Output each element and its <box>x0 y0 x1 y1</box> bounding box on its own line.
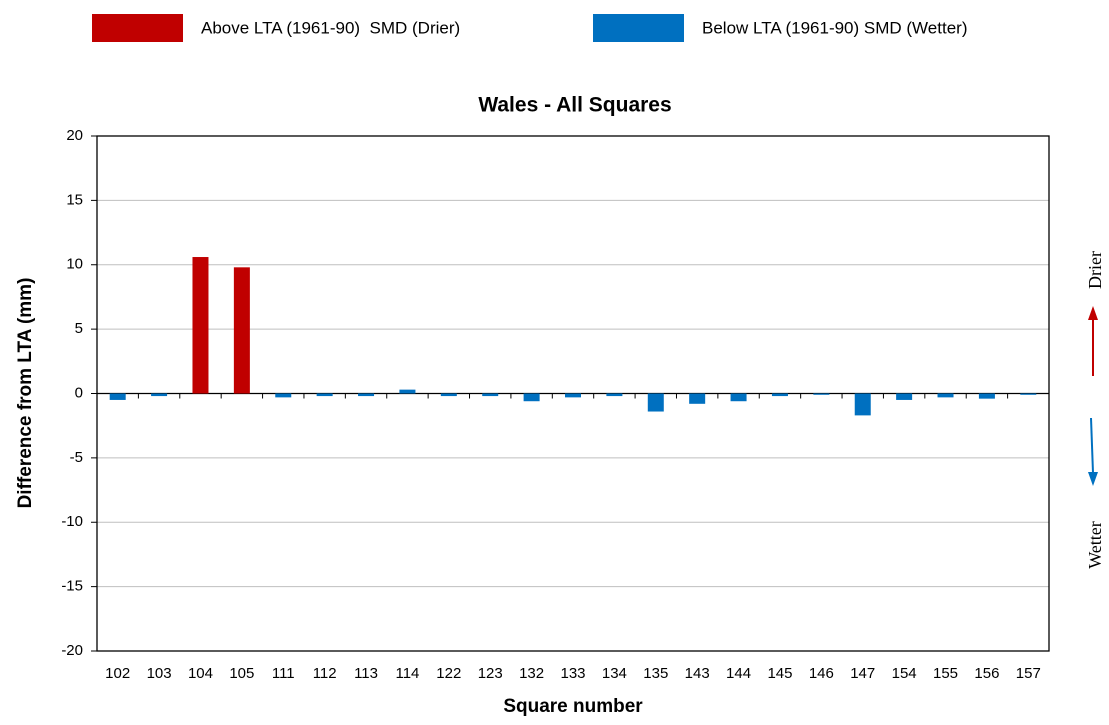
y-tick-label: -10 <box>61 513 83 530</box>
y-tick-label: 10 <box>66 256 83 273</box>
x-tick-label: 157 <box>1016 665 1041 682</box>
x-tick-label: 114 <box>395 665 419 682</box>
x-tick-label: 112 <box>313 665 337 682</box>
bar <box>192 257 209 394</box>
legend-swatch <box>92 14 183 42</box>
x-tick-label: 123 <box>478 665 503 682</box>
bar <box>440 393 457 397</box>
bar <box>606 393 623 397</box>
x-tick-label: 111 <box>272 665 295 682</box>
x-tick-label: 132 <box>519 665 544 682</box>
arrow-down <box>1090 417 1094 474</box>
x-tick-label: 135 <box>643 665 668 682</box>
x-tick-label: 145 <box>767 665 792 682</box>
y-tick-label: 20 <box>66 127 83 144</box>
bar <box>813 393 830 395</box>
legend-swatch <box>593 14 684 42</box>
x-tick-label: 105 <box>229 665 254 682</box>
x-tick-label: 147 <box>850 665 875 682</box>
legend-label: Above LTA (1961-90) SMD (Drier) <box>201 18 460 37</box>
bar <box>358 393 375 397</box>
x-tick-label: 113 <box>354 665 378 682</box>
bar <box>978 393 995 399</box>
y-tick-label: 15 <box>66 191 83 208</box>
annotation-wetter: Wetter <box>1085 521 1105 569</box>
bar <box>399 389 416 394</box>
bar <box>565 393 581 398</box>
bar <box>1020 393 1037 395</box>
x-tick-label: 134 <box>602 665 627 682</box>
y-tick-label: -20 <box>61 642 83 659</box>
y-tick-label: -5 <box>70 449 83 466</box>
y-tick-label: -15 <box>61 578 83 595</box>
bar <box>233 267 250 394</box>
x-tick-label: 144 <box>726 665 751 682</box>
x-axis-label: Square number <box>503 696 643 717</box>
x-tick-label: 155 <box>933 665 958 682</box>
bar <box>771 393 788 397</box>
bar <box>896 393 913 400</box>
bar <box>316 393 333 397</box>
x-tick-label: 102 <box>105 665 130 682</box>
x-tick-label: 146 <box>809 665 834 682</box>
y-tick-label: 0 <box>75 384 83 401</box>
bar <box>523 393 540 402</box>
y-tick-label: 5 <box>75 320 83 337</box>
bar <box>854 393 871 416</box>
annotation-drier: Drier <box>1085 251 1105 289</box>
bar <box>730 393 747 402</box>
arrowhead-down <box>1088 472 1098 486</box>
legend-label: Below LTA (1961-90) SMD (Wetter) <box>702 18 967 37</box>
bar <box>647 393 664 412</box>
chart-title: Wales - All Squares <box>478 94 671 117</box>
bar <box>937 393 954 398</box>
arrowhead-up <box>1088 306 1098 320</box>
x-tick-label: 122 <box>436 665 461 682</box>
x-tick-label: 104 <box>188 665 213 682</box>
bar <box>275 393 292 398</box>
x-tick-label: 133 <box>560 665 585 682</box>
x-tick-label: 154 <box>892 665 917 682</box>
bar <box>109 393 126 400</box>
bar <box>482 393 499 397</box>
x-tick-label: 156 <box>974 665 999 682</box>
y-axis-label: Difference from LTA (mm) <box>15 278 36 509</box>
bar <box>689 393 706 404</box>
x-tick-label: 143 <box>685 665 710 682</box>
x-tick-label: 103 <box>147 665 172 682</box>
bar <box>151 393 168 397</box>
